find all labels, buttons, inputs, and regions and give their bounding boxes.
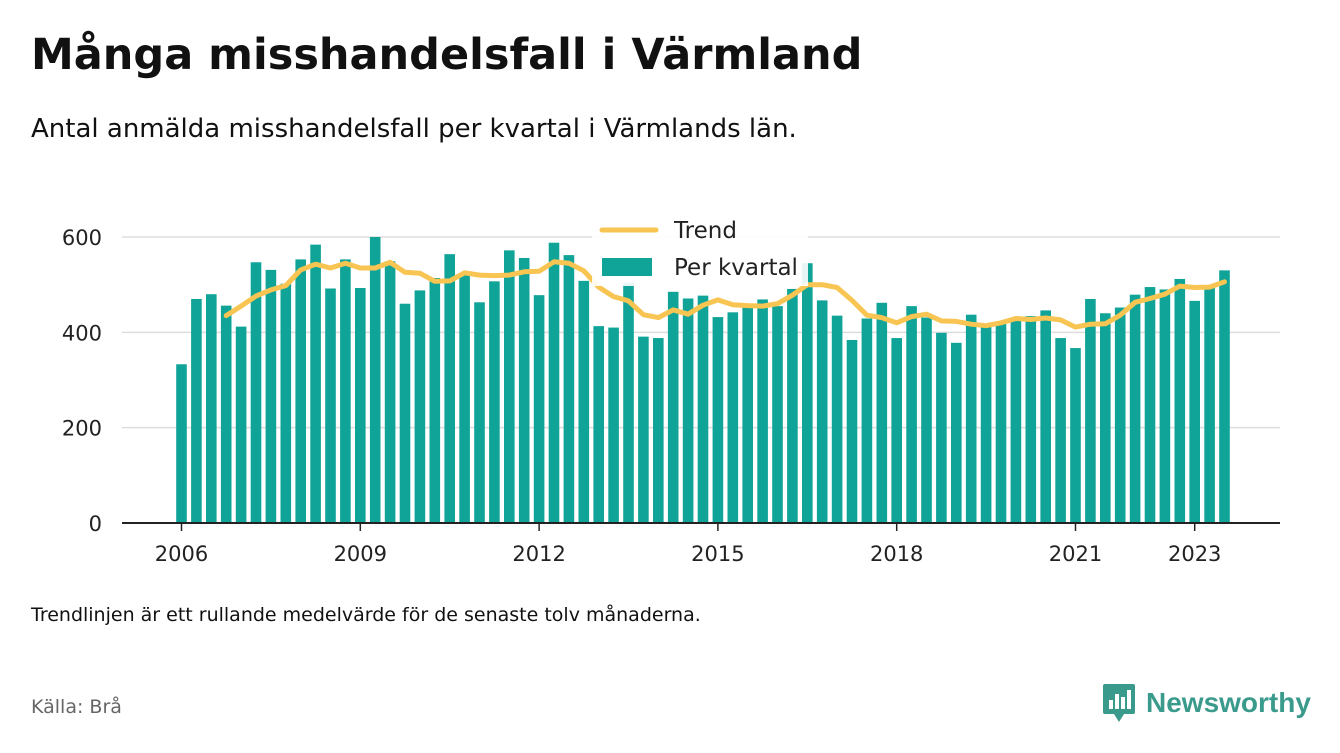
y-tick-label: 600 [62,226,102,250]
bar [250,262,262,523]
bar-series [176,237,1230,524]
bar [220,305,232,523]
bar [831,315,843,523]
bar [1085,298,1096,523]
bar [861,318,873,523]
bar [921,317,932,523]
bar [1174,278,1186,523]
bar [414,290,426,523]
newsworthy-logo-icon [1103,684,1135,722]
bar [384,261,396,523]
bar [489,281,500,523]
bar [369,237,381,523]
bar [1189,300,1200,523]
y-tick-label: 200 [62,417,102,441]
x-tick-label: 2021 [1049,542,1102,566]
bar [578,280,590,523]
bar [1025,316,1037,523]
x-tick-label: 2009 [334,542,387,566]
bar [608,327,619,523]
chart-note: Trendlinjen är ett rullande medelvärde f… [31,604,701,626]
x-tick-label: 2023 [1168,542,1221,566]
bar [340,259,351,523]
bar [325,288,336,523]
bar [846,339,858,523]
bar [638,336,649,523]
bar [310,244,321,524]
bar [548,242,560,523]
bar [965,314,977,523]
bar [191,298,202,523]
bar [593,326,604,523]
bar [474,302,485,523]
bar [355,288,366,523]
x-tick-label: 2012 [512,542,565,566]
bar [1219,270,1230,523]
bar [504,250,515,523]
bar [712,317,724,523]
bar [1100,313,1111,523]
legend: Trend Per kvartal [592,212,808,286]
bar [1070,348,1081,523]
bar [951,342,962,523]
x-tick-label: 2006 [155,542,208,566]
y-tick-label: 400 [62,321,102,345]
bar [891,338,902,523]
bar [1055,338,1066,523]
bar [1040,310,1051,523]
bar [235,326,247,523]
bar [563,255,575,523]
bar [772,306,783,523]
trend-line [223,259,1227,330]
chart-title: Många misshandelsfall i Värmland [31,30,863,80]
bar [936,332,947,523]
bar [697,295,709,523]
chart: 0 200 400 600 2006 2009 2012 2015 2018 2021 2023 T… [61,212,1280,566]
bar [1129,294,1141,523]
bar [518,257,530,523]
bar [429,277,441,523]
bar [1010,319,1022,523]
legend-bar-label: Per kvartal [674,255,798,281]
bar [667,291,679,523]
bar [399,303,411,523]
bar [176,364,187,523]
bar [623,282,634,523]
bar [742,306,753,523]
bar [459,274,470,523]
bar [206,294,217,523]
bar [816,300,828,523]
source-label: Källa: Brå [31,696,122,718]
bar [295,259,306,523]
bar [533,295,545,523]
bar [280,283,292,523]
bar [682,298,694,523]
bar [906,306,917,523]
y-tick-label: 0 [89,512,102,536]
x-tick-label: 2018 [870,542,923,566]
trend-series [223,259,1227,330]
legend-trend-label: Trend [673,218,737,244]
brand-name: Newsworthy [1146,687,1311,718]
x-tick-label: 2015 [691,542,744,566]
bar [1159,289,1171,523]
bar [444,254,455,523]
bar [1204,285,1215,523]
bar [1114,307,1126,523]
brand-logo: Newsworthy [1102,682,1311,724]
bar [653,338,664,523]
legend-bar-swatch [602,258,652,276]
chart-subtitle: Antal anmälda misshandelsfall per kvarta… [31,114,797,144]
bar [802,263,813,523]
bar [980,326,992,523]
bar [727,312,739,523]
bar [1144,287,1156,523]
bar [757,299,768,523]
axes: 0 200 400 600 2006 2009 2012 2015 2018 2021 2023 [62,226,1280,566]
bar [265,269,277,523]
bar [876,302,888,523]
bar [787,288,798,523]
bar [995,322,1007,523]
